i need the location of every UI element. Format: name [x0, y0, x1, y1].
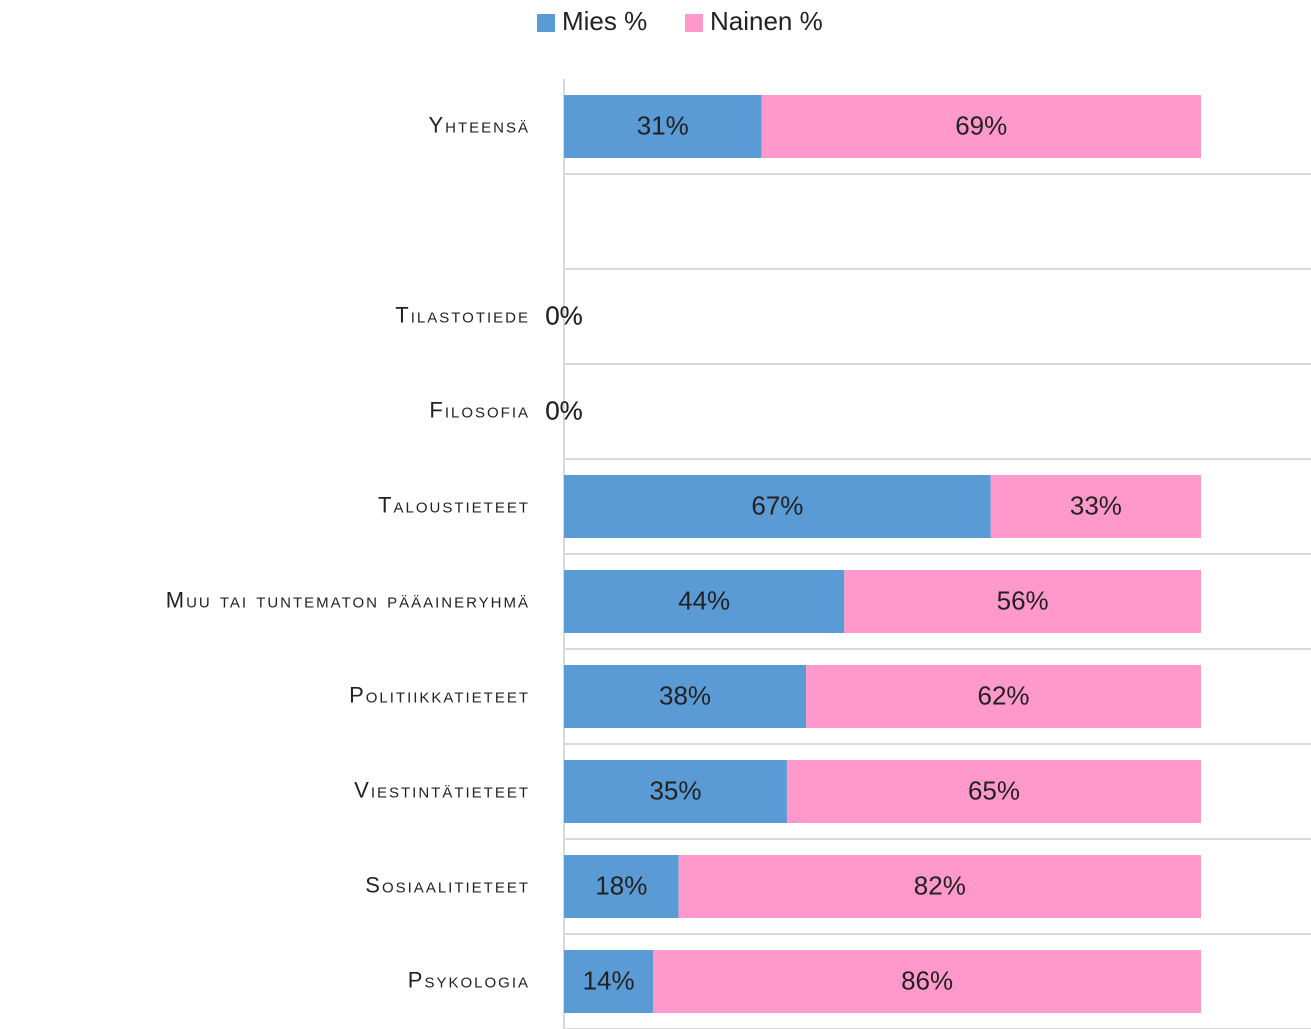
bar-segment: [564, 855, 679, 918]
bar-segment: [761, 95, 1201, 158]
category-label: Sosiaalitieteet: [365, 872, 530, 897]
data-label: 0%: [545, 300, 583, 330]
bar-segment: [564, 95, 762, 158]
bar-segment: [564, 950, 654, 1013]
bar-segment: [786, 760, 1201, 823]
bar-segment: [806, 665, 1201, 728]
data-label: 0%: [545, 300, 583, 330]
legend-label: Mies %: [562, 6, 647, 36]
category-label: Taloustieteet: [378, 492, 530, 517]
category-label: Viestintätieteet: [354, 777, 530, 802]
data-label: 31%: [637, 110, 689, 140]
data-label: 33%: [1070, 490, 1122, 520]
data-label: 14%: [583, 965, 635, 995]
data-label: 38%: [659, 680, 711, 710]
data-label: 86%: [901, 965, 953, 995]
data-label: 0%: [545, 395, 583, 425]
data-label: 69%: [955, 110, 1007, 140]
bar-segment: [678, 855, 1201, 918]
bar-segment: [564, 570, 845, 633]
bar-segment: [564, 475, 991, 538]
data-label: 35%: [649, 775, 701, 805]
data-label: 67%: [751, 490, 803, 520]
legend-swatch: [685, 14, 703, 32]
legend-label: Nainen %: [710, 6, 823, 36]
bar-segment: [990, 475, 1201, 538]
data-label: 56%: [997, 585, 1049, 615]
category-label: Muu tai tuntematon pääaineryhmä: [166, 587, 530, 612]
category-label: Politiikkatieteet: [349, 682, 530, 707]
legend-swatch: [537, 14, 555, 32]
data-label: 44%: [678, 585, 730, 615]
data-label: 65%: [968, 775, 1020, 805]
bar-segment: [564, 665, 807, 728]
data-label: 18%: [595, 870, 647, 900]
category-label: Tilastotiede: [395, 302, 530, 327]
category-label: Yhteensä: [428, 112, 530, 137]
data-label: 0%: [545, 395, 583, 425]
data-label: 62%: [978, 680, 1030, 710]
category-label: Filosofia: [429, 397, 530, 422]
bar-segment: [564, 760, 787, 823]
bar-segment: [653, 950, 1201, 1013]
category-label: Psykologia: [408, 967, 530, 992]
bar-segment: [844, 570, 1201, 633]
data-label: 82%: [914, 870, 966, 900]
